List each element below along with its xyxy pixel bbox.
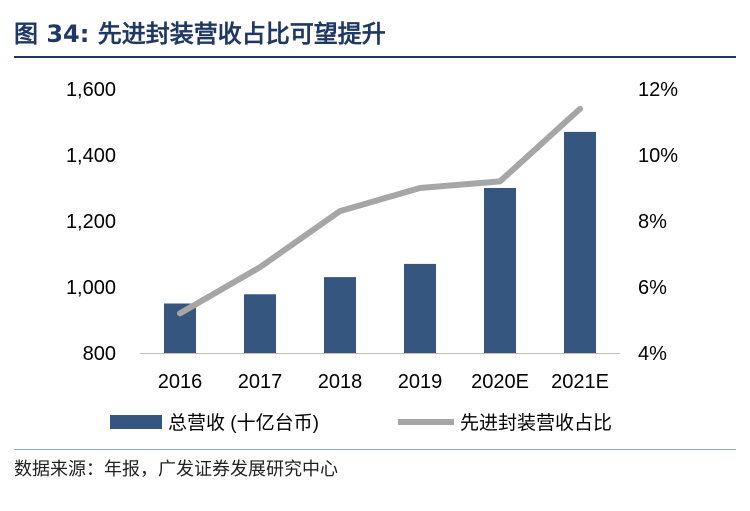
source-note: 数据来源：年报，广发证券发展研究中心	[14, 459, 338, 480]
y-left-tick-label: 1,000	[66, 277, 116, 299]
y-left-tick-label: 1,200	[66, 211, 116, 233]
x-tick-label: 2018	[318, 371, 363, 393]
y-left-tick-label: 800	[83, 343, 116, 365]
x-tick-label: 2017	[238, 371, 283, 393]
y-right-tick-label: 4%	[638, 343, 667, 365]
y-left-tick-label: 1,600	[66, 79, 116, 101]
source-divider	[14, 449, 736, 450]
x-tick-label: 2019	[398, 371, 443, 393]
y-right-tick-label: 8%	[638, 211, 667, 233]
bar	[564, 131, 596, 353]
y-right-tick-label: 12%	[638, 79, 678, 101]
y-right-tick-label: 6%	[638, 277, 667, 299]
y-right-tick-label: 10%	[638, 145, 678, 167]
line-series	[177, 105, 583, 317]
bar	[484, 188, 516, 353]
bar	[324, 277, 356, 353]
legend-bar-label: 总营收 (十亿台币)	[168, 412, 319, 434]
bar	[404, 263, 436, 353]
x-tick-label: 2016	[158, 371, 203, 393]
y-left-tick-label: 1,400	[66, 145, 116, 167]
bar	[244, 294, 276, 353]
legend-bar-swatch	[110, 415, 162, 429]
combo-chart: 800 1,000 1,200 1,400 1,600 4% 6% 8% 10% 12% 2016 2…	[66, 79, 678, 434]
legend-line-label: 先进封装营收占比	[460, 412, 612, 434]
x-tick-label: 2021E	[551, 371, 609, 393]
figure-title: 图 34: 先进封装营收占比可望提升	[14, 20, 386, 48]
title-divider	[14, 56, 736, 58]
x-tick-label: 2020E	[471, 371, 529, 393]
